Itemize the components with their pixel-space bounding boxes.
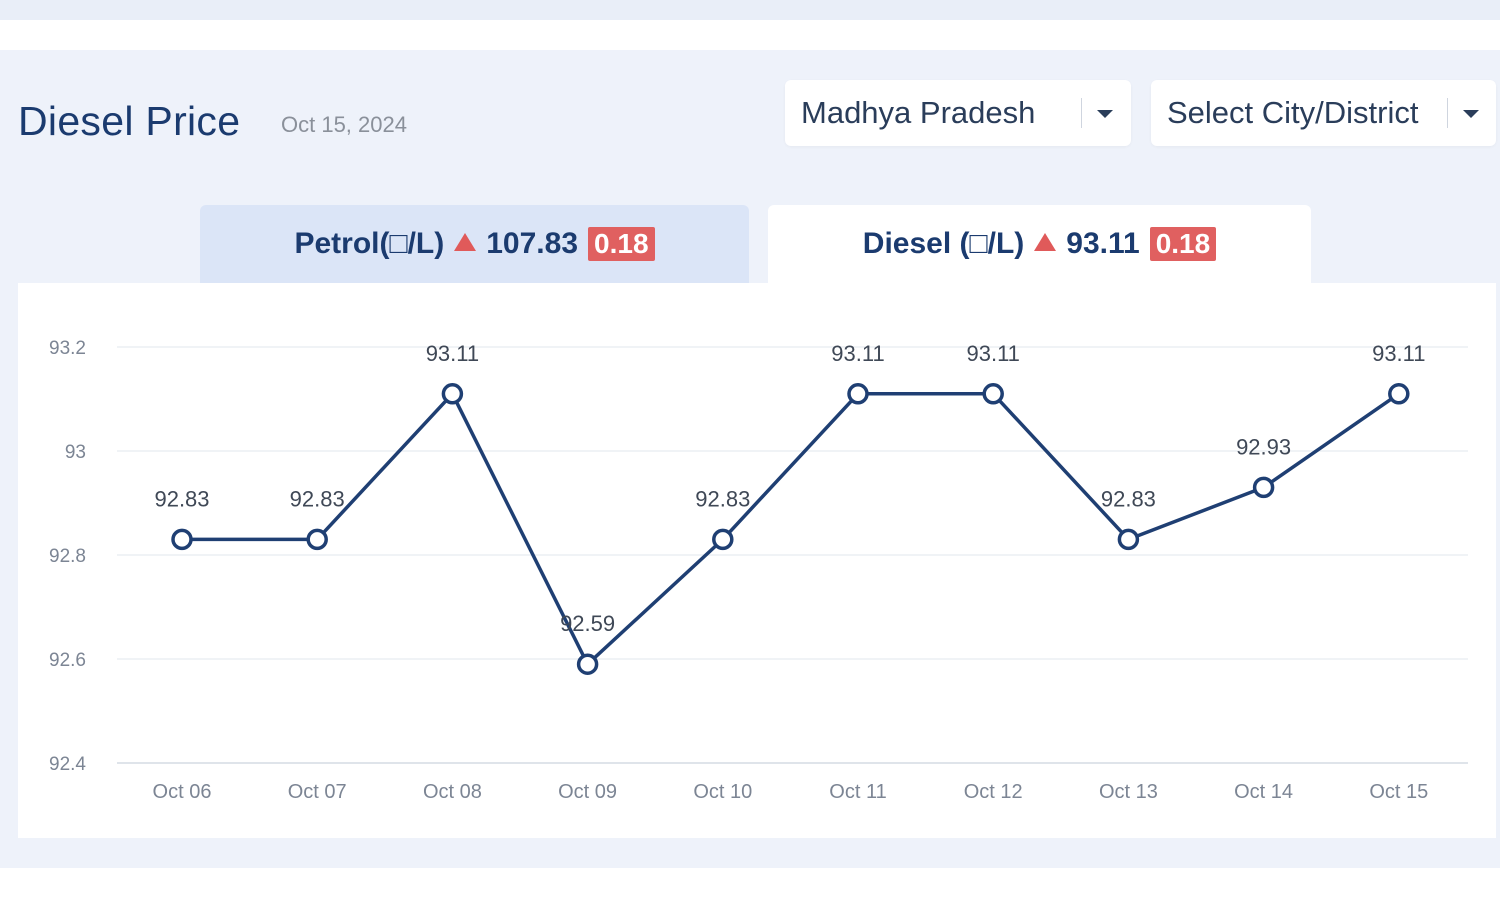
- data-label: 92.83: [1101, 486, 1156, 511]
- data-point: [712, 528, 734, 551]
- top-strip: [0, 0, 1500, 20]
- data-point: [982, 383, 1004, 405]
- data-label: 93.11: [831, 341, 884, 366]
- data-label: 93.11: [1372, 341, 1425, 366]
- y-tick-label: 92.4: [49, 754, 86, 775]
- triangle-up-icon: [1034, 233, 1057, 251]
- data-point: [847, 383, 869, 405]
- x-tick-label: Oct 09: [558, 781, 617, 803]
- tab-petrol[interactable]: Petrol(□/L) 107.83 0.18: [200, 205, 749, 283]
- y-tick-label: 92.8: [49, 546, 86, 567]
- data-point: [1117, 528, 1140, 551]
- footer-band: [0, 868, 1500, 901]
- city-dropdown[interactable]: Select City/District: [1151, 80, 1496, 146]
- x-tick-label: Oct 10: [693, 781, 752, 803]
- tab-diesel-change-badge: 0.18: [1149, 227, 1217, 261]
- tab-petrol-change-badge: 0.18: [588, 227, 655, 261]
- x-tick-label: Oct 14: [1234, 781, 1293, 803]
- tab-diesel[interactable]: Diesel (□/L) 93.11 0.18: [768, 205, 1311, 283]
- state-dropdown[interactable]: Madhya Pradesh: [785, 80, 1131, 146]
- triangle-up-icon: [454, 233, 477, 251]
- data-point: [576, 653, 599, 675]
- dropdown-divider: [1081, 98, 1082, 128]
- data-label: 92.83: [154, 486, 209, 511]
- data-point: [441, 383, 464, 405]
- series-line: [182, 392, 1400, 666]
- x-tick-label: Oct 11: [829, 781, 886, 803]
- x-tick-label: Oct 15: [1369, 781, 1428, 803]
- price-line-chart: 92.4 92.6 92.8 93 93.2 Oct 06 Oct 07 Oct 08 Oct …: [49, 338, 1468, 803]
- tab-petrol-price: 107.83: [486, 227, 579, 260]
- data-label: 93.11: [966, 341, 1019, 366]
- tab-petrol-label: Petrol(□/L): [294, 227, 445, 260]
- data-point: [306, 528, 328, 551]
- dropdown-divider: [1447, 98, 1448, 128]
- data-label: 92.93: [1236, 434, 1291, 459]
- state-dropdown-value: Madhya Pradesh: [801, 95, 1036, 130]
- data-label: 92.59: [560, 611, 615, 636]
- y-tick-label: 92.6: [49, 650, 86, 671]
- chevron-down-icon[interactable]: [1097, 110, 1113, 118]
- x-tick-label: Oct 08: [423, 781, 482, 803]
- x-tick-label: Oct 06: [153, 781, 212, 803]
- data-point: [171, 528, 193, 551]
- data-label: 92.83: [695, 486, 750, 511]
- header-band: [0, 20, 1500, 50]
- page-title: Diesel Price: [18, 98, 241, 144]
- data-label: 92.83: [290, 486, 345, 511]
- chart-panel: 92.4 92.6 92.8 93 93.2 Oct 06 Oct 07 Oct 08 Oct …: [18, 283, 1496, 838]
- x-tick-label: Oct 07: [288, 781, 347, 803]
- city-dropdown-placeholder: Select City/District: [1167, 95, 1419, 130]
- data-point: [1252, 476, 1275, 499]
- y-tick-label: 93: [65, 442, 86, 463]
- chevron-down-icon[interactable]: [1463, 110, 1479, 118]
- y-tick-label: 93.2: [49, 338, 86, 359]
- x-tick-label: Oct 12: [964, 781, 1023, 803]
- data-label: 93.11: [426, 341, 479, 366]
- tab-diesel-price: 93.11: [1066, 227, 1140, 260]
- data-point: [1388, 383, 1410, 405]
- tab-diesel-label: Diesel (□/L): [862, 227, 1025, 260]
- price-date: Oct 15, 2024: [281, 112, 407, 137]
- x-tick-label: Oct 13: [1099, 781, 1158, 803]
